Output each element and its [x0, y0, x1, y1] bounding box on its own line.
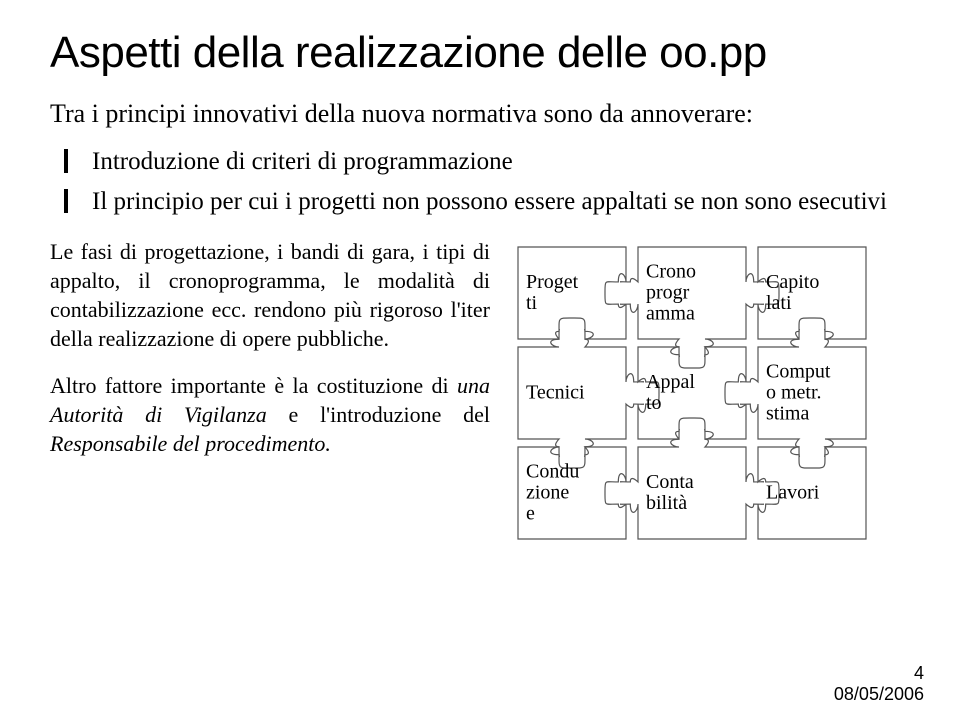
footer: 4 08/05/2006	[834, 663, 924, 706]
puzzle-piece-contabilita: Contabilità	[638, 447, 746, 539]
puzzle-piece-label: Tecnici	[526, 382, 618, 403]
p2-responsabile: Responsabile del procedimento.	[50, 431, 331, 456]
puzzle-piece-label: Appalto	[646, 372, 738, 414]
puzzle-diagram: Progetti Cronoprogramma Capitolati Tecnici A…	[512, 237, 910, 567]
paragraph-2: Altro fattore importante è la costituzio…	[50, 371, 490, 458]
puzzle-piece-appalto: Appalto	[638, 347, 746, 439]
p2-mid: e l'introduzione del	[267, 402, 490, 427]
puzzle-piece-label: Capitolati	[766, 272, 858, 314]
slide-date: 08/05/2006	[834, 684, 924, 706]
puzzle-piece-label: Contabilità	[646, 472, 738, 514]
puzzle-piece-label: Computo metr.stima	[766, 361, 858, 424]
bullet-item: Introduzione di criteri di programmazion…	[50, 145, 910, 179]
content-columns: Le fasi di progettazione, i bandi di gar…	[50, 237, 910, 567]
puzzle-piece-label: Conduzionee	[526, 461, 618, 524]
puzzle-piece-label: Progetti	[526, 272, 618, 314]
bullet-list: Introduzione di criteri di programmazion…	[50, 145, 910, 219]
bullet-item: Il principio per cui i progetti non poss…	[50, 185, 910, 219]
puzzle-piece-computo: Computo metr.stima	[758, 347, 866, 439]
intro-text: Tra i principi innovativi della nuova no…	[50, 96, 910, 131]
puzzle-piece-crono: Cronoprogramma	[638, 247, 746, 339]
paragraph-1: Le fasi di progettazione, i bandi di gar…	[50, 237, 490, 353]
puzzle-piece-label: Cronoprogramma	[646, 261, 738, 324]
slide: Aspetti della realizzazione delle oo.pp …	[0, 0, 960, 720]
puzzle-piece-capitolati: Capitolati	[758, 247, 866, 339]
puzzle-piece-tecnici: Tecnici	[518, 347, 626, 439]
puzzle-piece-label: Lavori	[766, 482, 858, 503]
puzzle-piece-progetti: Progetti	[518, 247, 626, 339]
puzzle-piece-conduzione: Conduzionee	[518, 447, 626, 539]
p2-lead: Altro fattore importante è la costituzio…	[50, 373, 457, 398]
left-column: Le fasi di progettazione, i bandi di gar…	[50, 237, 490, 476]
puzzle-piece-lavori: Lavori	[758, 447, 866, 539]
page-number: 4	[834, 663, 924, 685]
slide-title: Aspetti della realizzazione delle oo.pp	[50, 28, 910, 78]
